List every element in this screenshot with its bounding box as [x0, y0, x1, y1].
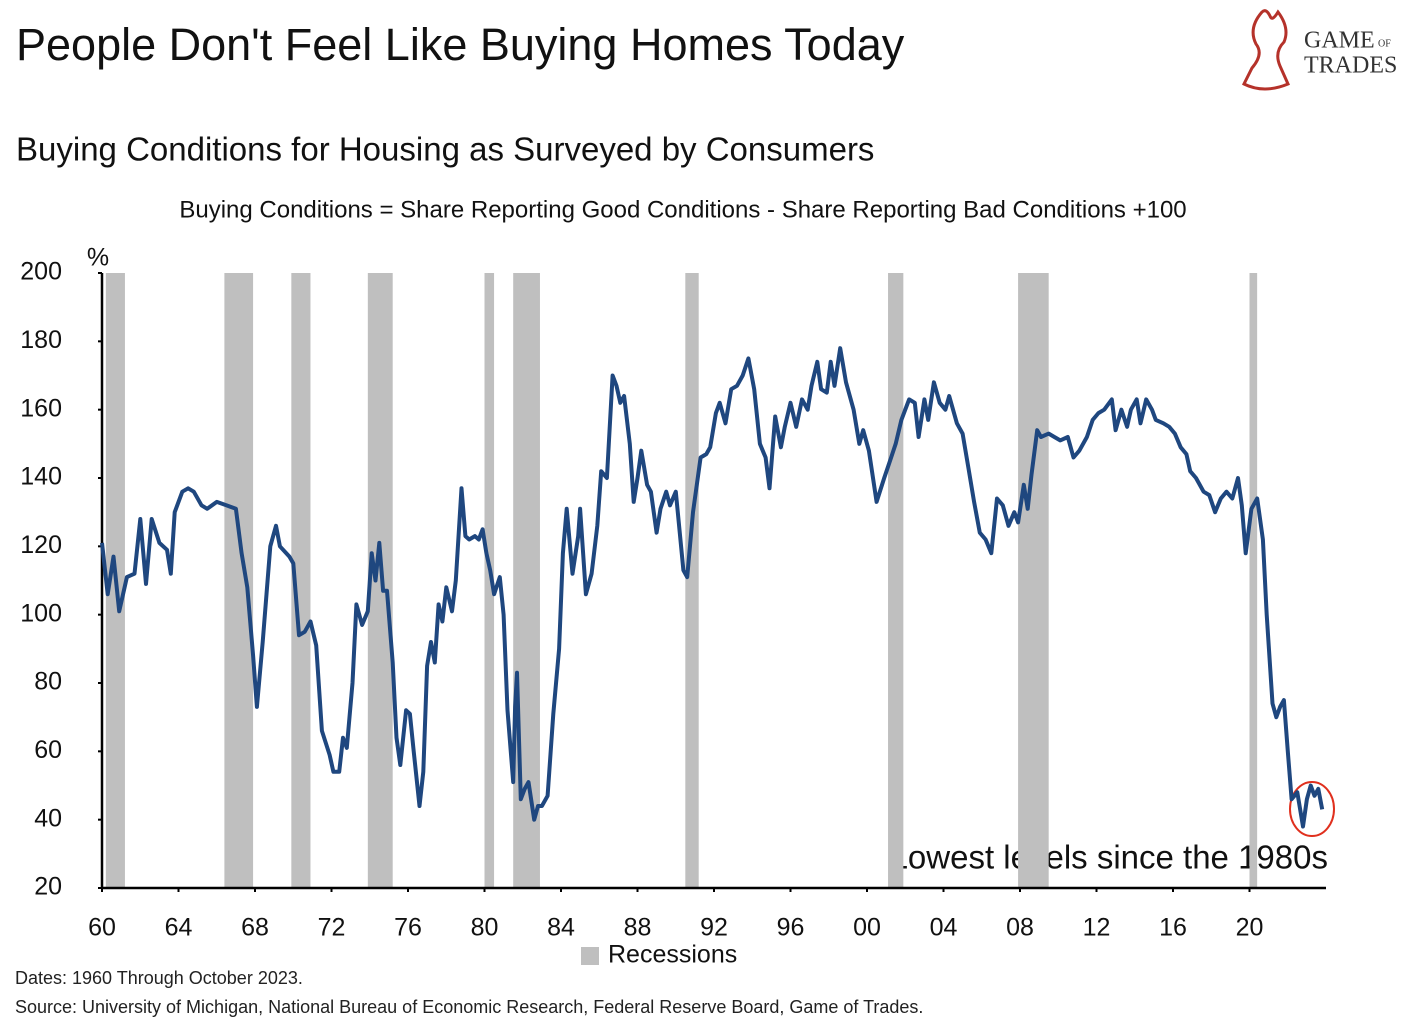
y-tick-label: 60: [34, 736, 62, 764]
x-tick-label: 64: [165, 914, 193, 942]
y-tick-label: 40: [34, 804, 62, 832]
legend-label: Recessions: [608, 941, 737, 969]
highlight-circle: [1289, 781, 1335, 837]
recession-band: [224, 273, 254, 888]
chart-title: People Don't Feel Like Buying Homes Toda…: [16, 19, 905, 70]
chart-subtitle: Buying Conditions for Housing as Surveye…: [16, 131, 874, 168]
y-tick-label: 120: [20, 531, 62, 559]
x-tick-label: 12: [1083, 914, 1111, 942]
recession-band: [888, 273, 904, 888]
logo: GAME OF TRADES: [1241, 9, 1397, 91]
y-tick-label: 200: [20, 258, 62, 286]
annotation: Lowest levels since the 1980s: [890, 839, 1328, 876]
x-tick-label: 80: [471, 914, 499, 942]
x-tick-label: 72: [318, 914, 346, 942]
x-tick-label: 92: [700, 914, 728, 942]
recession-band: [1249, 273, 1258, 888]
x-tick-label: 60: [88, 914, 116, 942]
x-tick-label: 84: [547, 914, 575, 942]
recession-band: [291, 273, 311, 888]
x-tick-label: 96: [777, 914, 805, 942]
recession-band: [513, 273, 540, 888]
logo-text: GAME: [1304, 28, 1375, 54]
y-tick-label: 20: [34, 873, 62, 901]
x-tick-label: 16: [1159, 914, 1187, 942]
recession-band: [484, 273, 495, 888]
data-line: [100, 346, 1325, 829]
y-tick-label: 180: [20, 326, 62, 354]
logo-text: OF: [1378, 38, 1391, 49]
recession-band: [685, 273, 699, 888]
x-tick-label: 88: [624, 914, 652, 942]
logo-icon: [1241, 9, 1290, 91]
logo-text: TRADES: [1304, 53, 1397, 79]
recession-band: [367, 273, 393, 888]
x-tick-label: 20: [1236, 914, 1264, 942]
y-tick-label: 80: [34, 668, 62, 696]
x-tick-label: 76: [394, 914, 422, 942]
note: Dates: 1960 Through October 2023.: [15, 968, 303, 988]
legend-swatch: [581, 947, 599, 965]
note: Source: University of Michigan, National…: [15, 997, 923, 1017]
x-tick-label: 04: [930, 914, 958, 942]
x-tick-label: 68: [241, 914, 269, 942]
y-tick-label: 100: [20, 599, 62, 627]
y-unit: %: [87, 244, 109, 272]
y-tick-label: 160: [20, 394, 62, 422]
recession-band: [1018, 273, 1049, 888]
x-tick-label: 00: [853, 914, 881, 942]
formula: Buying Conditions = Share Reporting Good…: [179, 196, 1186, 223]
y-tick-label: 140: [20, 463, 62, 491]
x-tick-label: 08: [1006, 914, 1034, 942]
